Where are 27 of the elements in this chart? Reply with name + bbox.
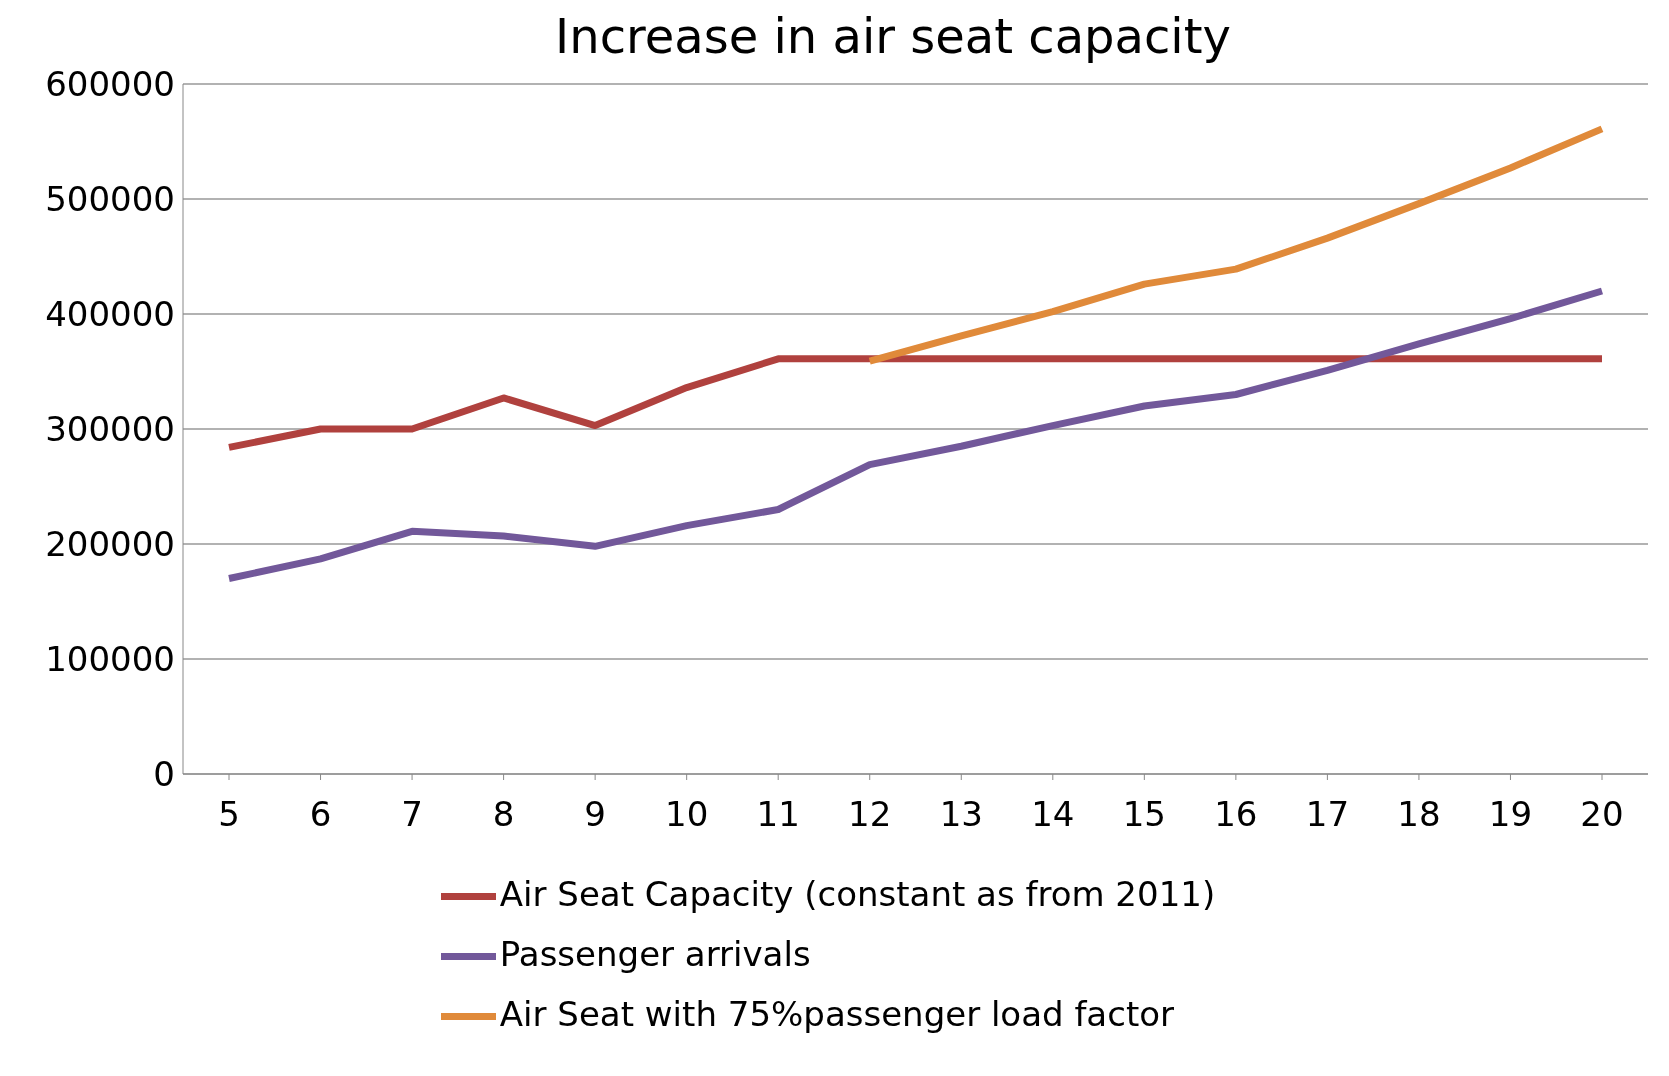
x-tick-label: 13 [939,794,983,835]
x-tick-label: 19 [1488,794,1533,835]
x-tick-label: 11 [756,794,800,835]
x-tick-label: 16 [1214,794,1258,835]
x-tick-label: 18 [1397,794,1441,835]
x-tick-label: 8 [492,794,515,835]
x-tick-label: 9 [584,794,606,835]
y-tick-label: 200000 [45,524,175,565]
y-tick-label: 300000 [45,409,175,450]
x-tick-label: 17 [1305,794,1350,835]
legend-label: Air Seat with 75%passenger load factor [499,994,1174,1034]
y-tick-label: 100000 [45,639,175,680]
legend-label: Passenger arrivals [499,934,811,974]
x-tick-label: 12 [848,794,892,835]
legend-label: Air Seat Capacity (constant as from 2011) [499,874,1216,914]
x-tick-label: 7 [401,794,423,835]
x-tick-label: 20 [1580,794,1624,835]
y-tick-label: 400000 [45,294,175,335]
chart-title: Increase in air seat capacity [554,8,1232,64]
y-tick-label: 0 [153,754,175,795]
x-tick-label: 14 [1031,794,1075,835]
x-tick-label: 5 [218,794,240,835]
x-tick-label: 6 [309,794,332,835]
x-tick-label: 15 [1122,794,1166,835]
y-tick-label: 600000 [45,64,175,105]
y-tick-label: 500000 [45,179,175,220]
x-tick-label: 10 [665,794,709,835]
